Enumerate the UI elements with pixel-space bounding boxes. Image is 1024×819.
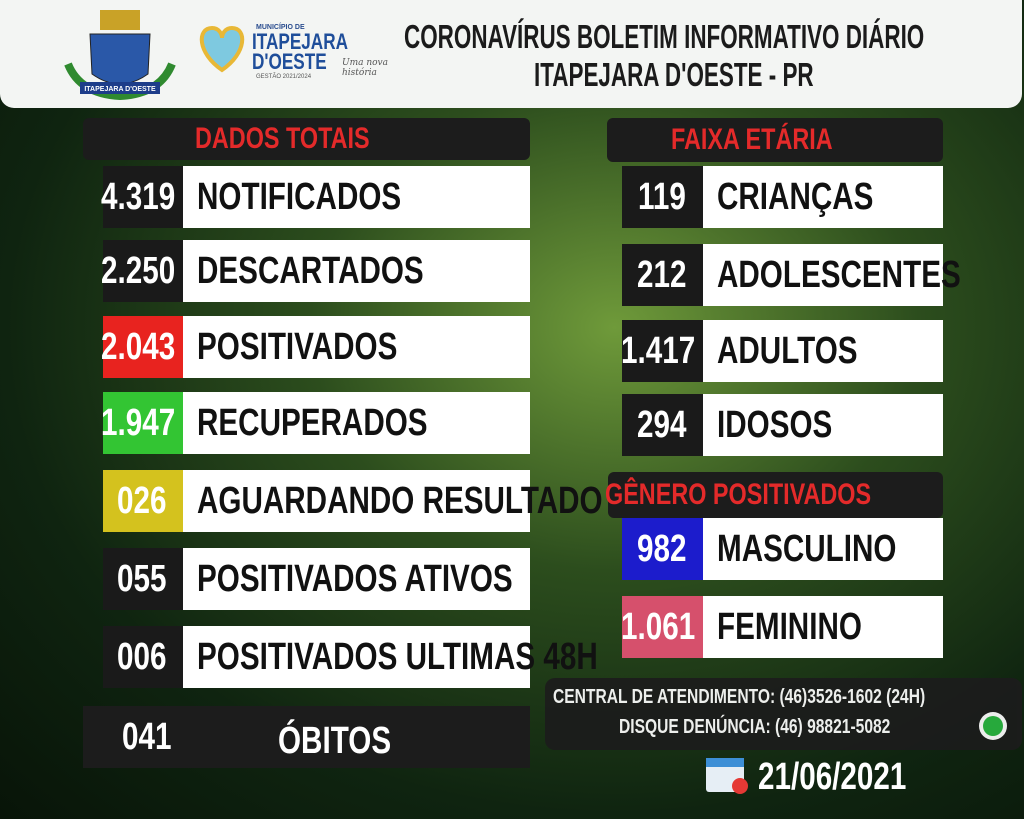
logo-term: GESTÃO 2021/2024 (256, 74, 312, 80)
header: ITAPEJARA D'OESTE MUNICÍPIO DE ITAPEJARA… (0, 0, 1022, 108)
row-value-text: 026 (117, 479, 167, 522)
row-value-text: 2.043 (101, 325, 176, 368)
row-label-box: NOTIFICADOS (183, 166, 530, 228)
section-title-text: GÊNERO POSITIVADOS (604, 478, 872, 511)
deaths-value-text: 041 (122, 715, 172, 758)
logo-name-1: ITAPEJARA (252, 29, 348, 54)
row-value-text: 212 (636, 253, 687, 296)
row-label-box: POSITIVADOS (183, 316, 530, 378)
row-label-box-text: CRIANÇAS (717, 175, 874, 218)
crest: ITAPEJARA D'OESTE (64, 10, 176, 101)
row-value: 006 (103, 626, 183, 688)
row-label-box-text: RECUPERADOS (197, 401, 428, 444)
crest-text: ITAPEJARA D'OESTE (84, 86, 156, 93)
row-label-box: IDOSOS (703, 394, 943, 456)
row-value-text: 982 (636, 527, 687, 570)
row-value: 4.319 (101, 166, 183, 228)
deaths-box (83, 706, 530, 768)
row-value-text: 4.319 (101, 175, 176, 218)
row-label-box: POSITIVADOS ATIVOS (183, 548, 530, 610)
row-value: 1.947 (101, 392, 183, 454)
contact-line-2: DISQUE DENÚNCIA: (46) 98821-5082 (619, 716, 967, 739)
calendar-icon (706, 758, 748, 794)
logo-kicker: MUNICÍPIO DE (256, 24, 305, 31)
logo-name-2: D'OESTE (252, 49, 327, 74)
row-label-box-text: ADOLESCENTES (717, 253, 961, 296)
row-label-box: RECUPERADOS (183, 392, 530, 454)
row-value-text: 119 (637, 175, 686, 218)
row-value-text: 055 (117, 557, 167, 600)
title-line-1: CORONAVÍRUS BOLETIM INFORMATIVO DIÁRIO (404, 18, 925, 55)
row-value: 294 (622, 394, 703, 456)
row-value-text: 1.061 (620, 605, 696, 648)
section-title: GÊNERO POSITIVADOS (604, 472, 943, 518)
row-label-box: AGUARDANDO RESULTADO (183, 470, 603, 532)
row-label-box-text: POSITIVADOS ULTIMAS 48H (197, 635, 598, 678)
date-text: 21/06/2021 (758, 756, 907, 798)
deaths-label-text: ÓBITOS (278, 719, 392, 762)
row-label-box: POSITIVADOS ULTIMAS 48H (183, 626, 598, 688)
row-label-box: ADOLESCENTES (703, 244, 961, 306)
row-label-box: MASCULINO (703, 518, 943, 580)
row-label-box-text: POSITIVADOS ATIVOS (197, 557, 513, 600)
row-value-text: 1.947 (101, 401, 176, 444)
row-value: 1.417 (620, 320, 703, 382)
deaths-label: ÓBITOS (278, 710, 423, 772)
row-label-box-text: ADULTOS (717, 329, 858, 372)
title: CORONAVÍRUS BOLETIM INFORMATIVO DIÁRIO I… (404, 18, 1004, 94)
row-label-box: FEMININO (703, 596, 943, 658)
contact-1: CENTRAL DE ATENDIMENTO: (46)3526-1602 (2… (553, 686, 926, 708)
row-value: 2.043 (101, 316, 183, 378)
contact-box: CENTRAL DE ATENDIMENTO: (46)3526-1602 (2… (545, 678, 1022, 750)
row-label-box: DESCARTADOS (183, 240, 530, 302)
section-title-text: FAIXA ETÁRIA (671, 123, 834, 156)
section-title: FAIXA ETÁRIA (607, 118, 943, 162)
row-value-text: 294 (636, 403, 687, 446)
contact-line-1: CENTRAL DE ATENDIMENTO: (46)3526-1602 (2… (553, 686, 1024, 709)
contact-2: DISQUE DENÚNCIA: (46) 98821-5082 (619, 716, 891, 738)
section-title-text: DADOS TOTAIS (194, 122, 370, 155)
row-value: 119 (622, 166, 703, 228)
row-label-box: CRIANÇAS (703, 166, 943, 228)
row-value: 026 (103, 470, 183, 532)
row-label-box-text: AGUARDANDO RESULTADO (197, 479, 603, 522)
row-value: 982 (622, 518, 703, 580)
row-label-box-text: DESCARTADOS (197, 249, 424, 292)
logo-heart (199, 25, 245, 73)
logo-name: ITAPEJARA D'OESTE (252, 29, 375, 74)
section-title: DADOS TOTAIS (83, 118, 530, 160)
title-line-2: ITAPEJARA D'OESTE - PR (534, 56, 814, 93)
row-label-box-text: MASCULINO (717, 527, 897, 570)
date: 21/06/2021 (758, 756, 948, 799)
row-value: 055 (103, 548, 183, 610)
row-value-text: 006 (117, 635, 167, 678)
row-value-text: 2.250 (101, 249, 176, 292)
whatsapp-icon (979, 712, 1007, 740)
logo-slogan: Uma nova história (342, 58, 389, 78)
row-label-box-text: IDOSOS (717, 403, 833, 446)
row-value: 2.250 (101, 240, 183, 302)
row-label-box: ADULTOS (703, 320, 943, 382)
row-value: 212 (622, 244, 703, 306)
row-value-text: 1.417 (620, 329, 696, 372)
deaths-value: 041 (122, 706, 185, 768)
row-label-box-text: POSITIVADOS (197, 325, 398, 368)
row-label-box-text: FEMININO (717, 605, 862, 648)
row-label-box-text: NOTIFICADOS (197, 175, 402, 218)
row-value: 1.061 (620, 596, 703, 658)
